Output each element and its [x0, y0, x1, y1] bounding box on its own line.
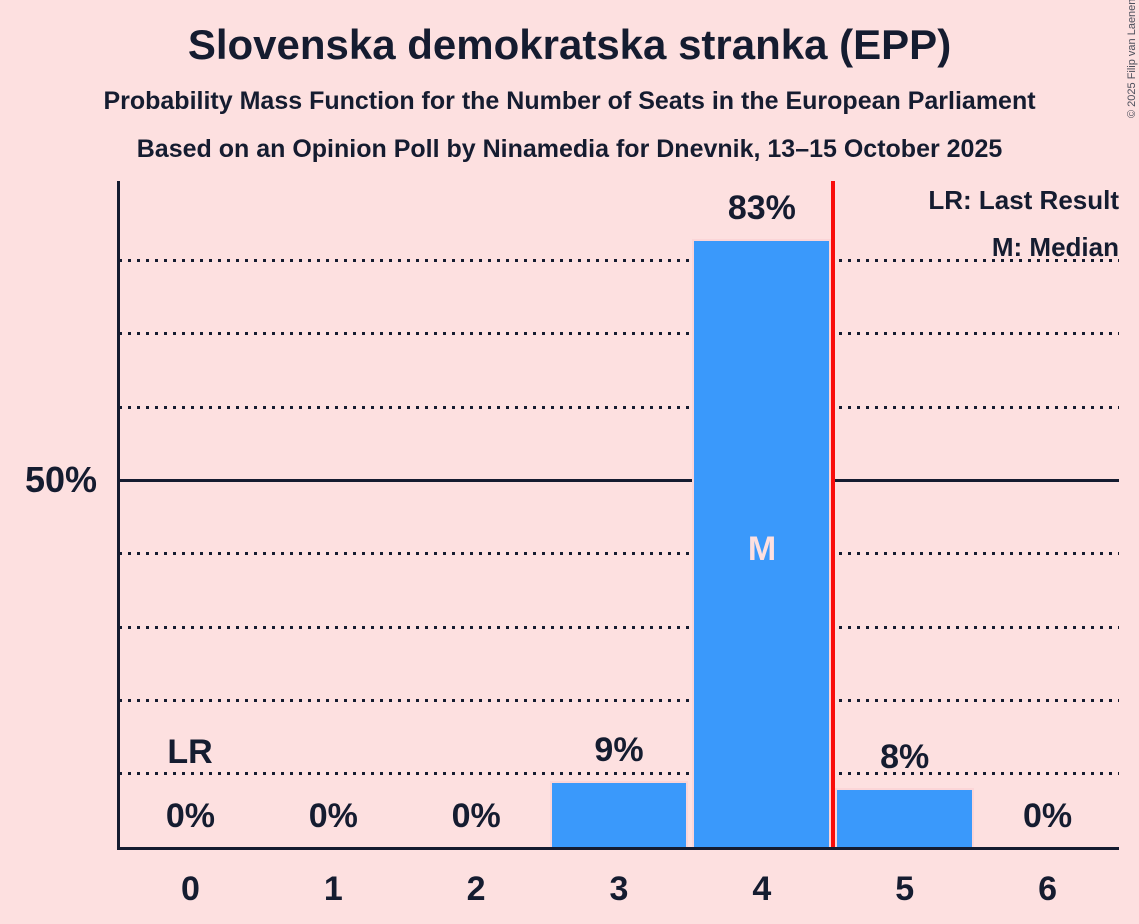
- y-axis-line: [117, 181, 120, 850]
- bar-value-label-seats-5: 8%: [880, 738, 930, 777]
- bar-value-label-seats-2: 0%: [451, 797, 501, 835]
- x-axis-line: [119, 847, 1119, 850]
- legend-item-last-result: LR: Last Result: [928, 185, 1119, 215]
- x-tick-label-2: 2: [466, 870, 486, 908]
- bar-value-label-seats-4: 83%: [727, 188, 796, 227]
- gridline-dotted-30: [119, 625, 1119, 629]
- x-tick-label-4: 4: [752, 870, 772, 908]
- chart-poll-line: Based on an Opinion Poll by Ninamedia fo…: [136, 135, 1003, 163]
- last-result-line: [831, 181, 836, 847]
- legend-item-median: M: Median: [991, 232, 1119, 262]
- last-result-label: LR: [167, 733, 213, 771]
- gridline-dotted-10: [119, 772, 1119, 776]
- gridline-dotted-40: [119, 552, 1119, 556]
- bar-value-label-seats-3: 9%: [594, 731, 644, 770]
- x-tick-label-0: 0: [180, 870, 200, 908]
- y-axis-tick-label: 50%: [24, 459, 97, 500]
- bar-value-label-seats-0: 0%: [165, 797, 215, 835]
- bar-value-label-seats-6: 0%: [1022, 797, 1073, 835]
- bar-seats-5: [835, 788, 975, 847]
- bar-value-label-seats-1: 0%: [308, 797, 358, 835]
- median-marker-label: M: [747, 530, 777, 568]
- gridline-dotted-20: [119, 698, 1119, 702]
- gridline-dotted-80: [119, 259, 1119, 263]
- x-tick-label-5: 5: [895, 870, 915, 908]
- gridline-dotted-70: [119, 332, 1119, 336]
- bar-seats-3: [549, 781, 689, 847]
- gridline-dotted-60: [119, 405, 1119, 409]
- x-tick-label-3: 3: [609, 870, 629, 908]
- chart-subtitle: Probability Mass Function for the Number…: [103, 87, 1036, 115]
- bar-seats-4: [692, 238, 832, 847]
- x-tick-label-1: 1: [323, 870, 343, 908]
- x-tick-label-6: 6: [1038, 870, 1058, 908]
- chart-title: Slovenska demokratska stranka (EPP): [187, 21, 952, 68]
- gridline-solid-50: [119, 479, 1119, 482]
